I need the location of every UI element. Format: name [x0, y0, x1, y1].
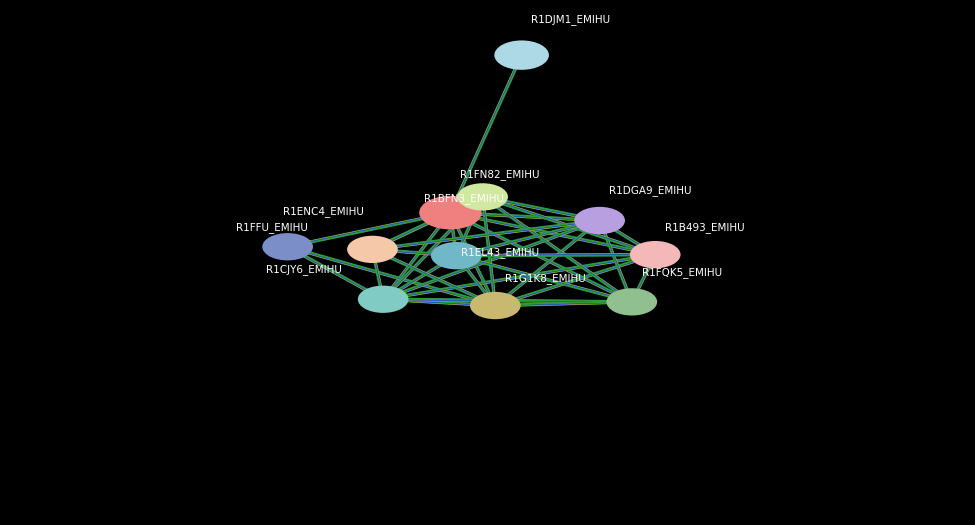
Text: R1ENC4_EMIHU: R1ENC4_EMIHU [283, 206, 364, 217]
Text: R1CJY6_EMIHU: R1CJY6_EMIHU [266, 264, 342, 275]
Text: R1FQK5_EMIHU: R1FQK5_EMIHU [642, 267, 722, 278]
Circle shape [606, 288, 657, 316]
Circle shape [419, 196, 482, 229]
Circle shape [358, 286, 409, 313]
Circle shape [347, 236, 398, 263]
Circle shape [470, 292, 521, 319]
Text: R1EL43_EMIHU: R1EL43_EMIHU [461, 247, 539, 258]
Text: R1FN82_EMIHU: R1FN82_EMIHU [460, 169, 540, 180]
Circle shape [574, 207, 625, 234]
Circle shape [431, 242, 482, 269]
Text: R1BFN3_EMIHU: R1BFN3_EMIHU [424, 193, 504, 204]
Text: R1FFU_EMIHU: R1FFU_EMIHU [236, 222, 308, 233]
Circle shape [457, 183, 508, 211]
Circle shape [494, 40, 549, 70]
Text: R1DGA9_EMIHU: R1DGA9_EMIHU [609, 185, 692, 196]
Text: R1B493_EMIHU: R1B493_EMIHU [665, 222, 745, 233]
Text: R1G1K8_EMIHU: R1G1K8_EMIHU [505, 273, 586, 284]
Circle shape [630, 241, 681, 268]
Circle shape [262, 233, 313, 260]
Text: R1DJM1_EMIHU: R1DJM1_EMIHU [531, 14, 610, 25]
